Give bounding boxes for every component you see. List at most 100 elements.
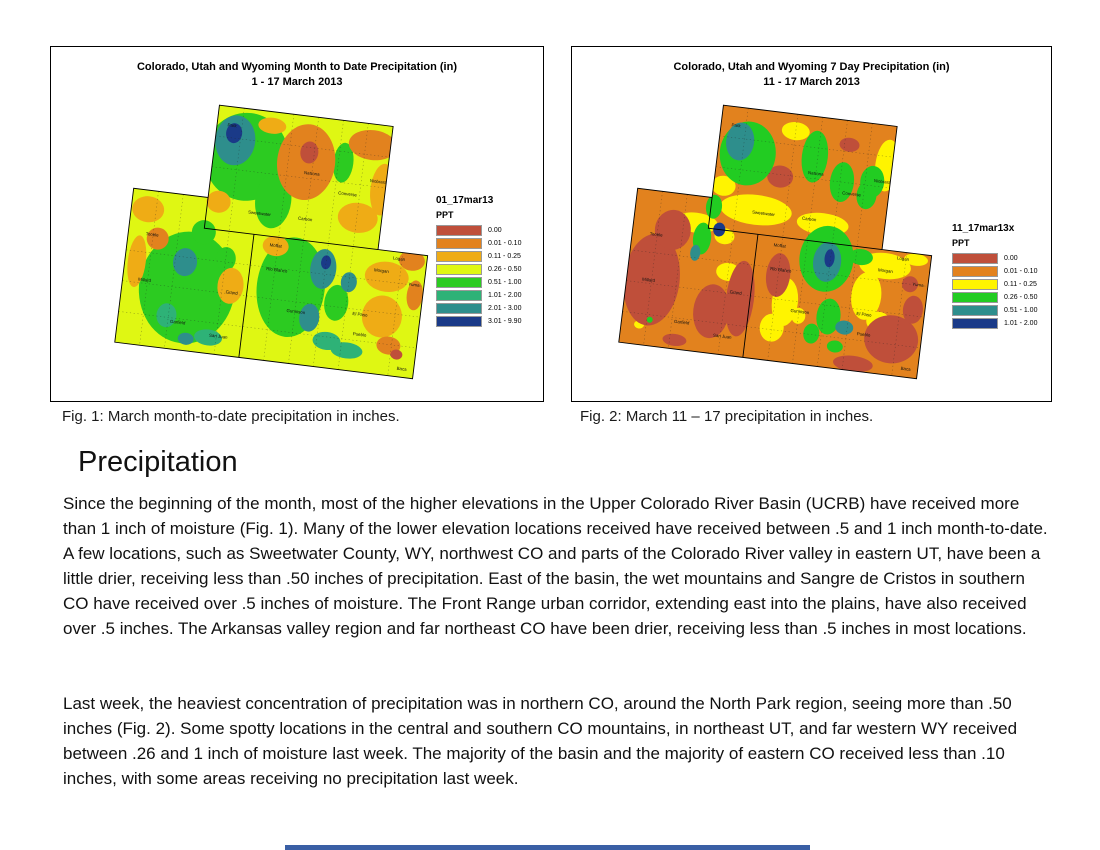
county-label: Garfield xyxy=(674,319,690,326)
county-label: Grand xyxy=(225,289,238,296)
legend-entries: 0.00 0.01 - 0.10 0.11 - 0.25 0.26 - 0.50 0.5… xyxy=(952,252,1062,330)
legend-entry: 0.51 - 1.00 xyxy=(436,276,546,289)
paragraph-1: Since the beginning of the month, most o… xyxy=(63,494,1048,638)
county-label: Yuma xyxy=(912,282,924,288)
county-label: Garfield xyxy=(170,319,186,326)
county-label: Moffat xyxy=(269,242,282,249)
legend-entry: 0.51 - 1.00 xyxy=(952,304,1062,317)
county-label: Morgan xyxy=(374,267,390,274)
legend-label: 1.01 - 2.00 xyxy=(1004,320,1038,327)
legend-label: 0.11 - 0.25 xyxy=(1004,281,1037,288)
legend-swatch xyxy=(952,292,998,303)
county-label: El Paso xyxy=(856,311,872,318)
county-label: Carbon xyxy=(298,216,313,223)
legend-entry: 0.00 xyxy=(952,252,1062,265)
legend-swatch xyxy=(436,264,482,275)
legend-field: PPT xyxy=(436,210,454,220)
county-label: Gunnison xyxy=(286,308,306,315)
legend-entry: 1.01 - 2.00 xyxy=(952,317,1062,330)
county-label: Sweetwater xyxy=(752,209,776,217)
legend-entry: 0.26 - 0.50 xyxy=(436,263,546,276)
county-label: El Paso xyxy=(352,311,368,318)
county-label: Park xyxy=(227,122,237,128)
legend-swatch xyxy=(952,318,998,329)
county-label: Pueblo xyxy=(352,331,367,338)
figure-2-title: Colorado, Utah and Wyoming 7 Day Precipi… xyxy=(572,60,1051,90)
legend-swatch xyxy=(436,277,482,288)
county-label: Park xyxy=(731,122,741,128)
legend-label: 0.11 - 0.25 xyxy=(488,253,521,260)
county-label: Morgan xyxy=(878,267,894,274)
legend-swatch xyxy=(952,305,998,316)
legend-swatch xyxy=(952,266,998,277)
figure-1-title: Colorado, Utah and Wyoming Month to Date… xyxy=(51,60,543,90)
legend-swatch xyxy=(436,303,482,314)
legend-entry: 0.00 xyxy=(436,224,546,237)
county-label: Pueblo xyxy=(856,331,871,338)
legend-swatch xyxy=(952,279,998,290)
legend-title: 11_17mar13x xyxy=(952,223,1015,234)
county-label: Rio Blanco xyxy=(266,266,288,274)
legend-label: 0.51 - 1.00 xyxy=(1004,307,1038,314)
legend-label: 0.01 - 0.10 xyxy=(1004,268,1038,275)
county-labels-layer: Park Natrona Niobrara Converse Sweetwater Car… xyxy=(642,122,925,372)
county-label: Moffat xyxy=(773,242,786,249)
county-label: Gunnison xyxy=(790,308,810,315)
legend-title: 01_17mar13 xyxy=(436,195,494,206)
figure-2-title-line2: 11 - 17 March 2013 xyxy=(763,76,860,88)
legend-field: PPT xyxy=(952,238,970,248)
figure-1-precipitation-map: Park Natrona Niobrara Converse Sweetwater Car… xyxy=(114,96,443,380)
legend-entries: 0.00 0.01 - 0.10 0.11 - 0.25 0.26 - 0.50 0.5… xyxy=(436,224,546,328)
legend-label: 0.01 - 0.10 xyxy=(488,240,522,247)
legend-entry: 0.01 - 0.10 xyxy=(436,237,546,250)
figure-1-legend: 01_17mar13 PPT 0.00 0.01 - 0.10 0.11 - 0.2… xyxy=(436,195,546,328)
legend-swatch xyxy=(436,316,482,327)
county-label: San Juan xyxy=(713,333,733,340)
legend-entry: 0.26 - 0.50 xyxy=(952,291,1062,304)
figure-1-title-line2: 1 - 17 March 2013 xyxy=(251,76,343,88)
paragraph-2: Last week, the heaviest concentration of… xyxy=(63,694,1018,788)
legend-label: 0.26 - 0.50 xyxy=(1004,294,1038,301)
county-label: Yuma xyxy=(408,282,420,288)
legend-swatch xyxy=(436,225,482,236)
legend-label: 1.01 - 2.00 xyxy=(488,292,522,299)
county-label: Logan xyxy=(393,255,406,262)
legend-swatch xyxy=(436,290,482,301)
figure-1-title-line1: Colorado, Utah and Wyoming Month to Date… xyxy=(136,61,457,73)
figure-2-title-line1: Colorado, Utah and Wyoming 7 Day Precipi… xyxy=(673,61,950,73)
county-label: Sweetwater xyxy=(248,209,272,217)
legend-label: 0.00 xyxy=(1004,255,1018,262)
legend-entry: 3.01 - 9.90 xyxy=(436,315,546,328)
legend-entry: 0.11 - 0.25 xyxy=(436,250,546,263)
figure-2-legend: 11_17mar13x PPT 0.00 0.01 - 0.10 0.11 - 0.… xyxy=(952,223,1062,330)
figure-2-panel: Colorado, Utah and Wyoming 7 Day Precipi… xyxy=(571,46,1052,402)
county-label: Tooele xyxy=(145,231,159,238)
county-label: Tooele xyxy=(649,231,663,238)
county-label: Carbon xyxy=(802,216,817,223)
county-label: Grand xyxy=(729,289,742,296)
county-label: Natrona xyxy=(304,170,321,177)
county-label: Niobrara xyxy=(370,178,388,185)
county-label: Niobrara xyxy=(874,178,892,185)
legend-label: 0.00 xyxy=(488,227,502,234)
legend-label: 0.26 - 0.50 xyxy=(488,266,522,273)
legend-swatch xyxy=(436,251,482,262)
county-label: Natrona xyxy=(808,170,825,177)
figure-2-caption: Fig. 2: March 11 – 17 precipitation in i… xyxy=(580,408,874,425)
figure-1-caption: Fig. 1: March month-to-date precipitatio… xyxy=(62,408,400,425)
legend-entry: 0.01 - 0.10 xyxy=(952,265,1062,278)
county-label: Converse xyxy=(338,190,358,197)
section-heading: Precipitation xyxy=(78,446,238,478)
county-label: Millard xyxy=(138,277,152,284)
county-label: San Juan xyxy=(209,333,229,340)
county-label: Converse xyxy=(842,190,862,197)
county-label: Baca xyxy=(396,366,407,372)
footer-accent-bar xyxy=(285,845,810,850)
legend-entry: 2.01 - 3.00 xyxy=(436,302,546,315)
county-label: Millard xyxy=(642,277,656,284)
legend-label: 0.51 - 1.00 xyxy=(488,279,522,286)
figure-2-precipitation-map: Park Natrona Niobrara Converse Sweetwater Car… xyxy=(618,96,947,380)
legend-label: 2.01 - 3.00 xyxy=(488,305,522,312)
figure-1-panel: Colorado, Utah and Wyoming Month to Date… xyxy=(50,46,544,402)
